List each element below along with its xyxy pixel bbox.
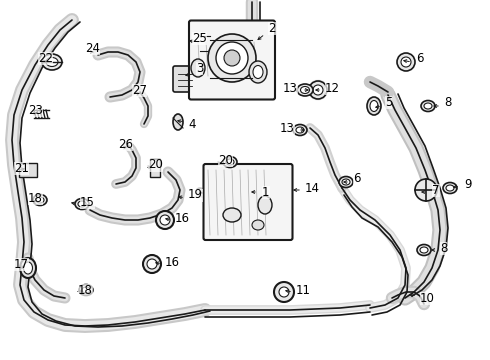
Ellipse shape (33, 194, 47, 206)
Text: 8: 8 (440, 242, 447, 255)
Text: 19: 19 (188, 189, 203, 202)
Text: 4: 4 (188, 117, 196, 130)
Circle shape (156, 211, 174, 229)
Ellipse shape (424, 103, 432, 109)
Ellipse shape (367, 97, 381, 115)
Ellipse shape (20, 258, 36, 278)
Ellipse shape (24, 262, 32, 274)
Ellipse shape (173, 114, 183, 130)
Ellipse shape (293, 125, 307, 135)
Text: 12: 12 (325, 81, 340, 94)
Text: 27: 27 (132, 84, 147, 96)
Text: 13: 13 (280, 122, 295, 135)
Ellipse shape (223, 208, 241, 222)
Ellipse shape (296, 127, 304, 133)
Text: 18: 18 (28, 192, 43, 204)
Text: 21: 21 (14, 162, 29, 175)
Text: 23: 23 (28, 104, 43, 117)
FancyBboxPatch shape (189, 21, 275, 99)
Ellipse shape (253, 66, 263, 78)
Text: 9: 9 (464, 179, 471, 192)
Circle shape (313, 85, 323, 95)
Text: 20: 20 (218, 153, 233, 166)
Text: 7: 7 (432, 184, 440, 197)
Text: 17: 17 (14, 257, 29, 270)
Ellipse shape (249, 61, 267, 83)
Ellipse shape (443, 183, 457, 194)
Circle shape (147, 259, 157, 269)
Ellipse shape (297, 84, 313, 96)
Ellipse shape (75, 198, 89, 210)
Text: 6: 6 (416, 51, 423, 64)
Text: 20: 20 (148, 158, 163, 171)
Ellipse shape (79, 284, 93, 296)
Text: 10: 10 (420, 292, 435, 305)
Text: 15: 15 (80, 195, 95, 208)
Ellipse shape (226, 159, 234, 165)
Circle shape (401, 57, 411, 67)
Circle shape (415, 179, 437, 201)
Ellipse shape (46, 58, 58, 67)
Ellipse shape (252, 220, 264, 230)
Ellipse shape (370, 100, 378, 112)
Circle shape (274, 282, 294, 302)
Ellipse shape (421, 100, 435, 112)
Text: 25: 25 (192, 31, 207, 45)
Ellipse shape (446, 185, 454, 191)
FancyBboxPatch shape (173, 66, 197, 92)
Circle shape (397, 53, 415, 71)
Circle shape (279, 287, 289, 297)
Ellipse shape (223, 157, 237, 167)
Text: 16: 16 (175, 211, 190, 225)
Circle shape (143, 255, 161, 273)
Text: 11: 11 (296, 284, 311, 297)
Text: 2: 2 (268, 22, 275, 35)
Ellipse shape (420, 247, 428, 253)
Circle shape (224, 50, 240, 66)
Text: 5: 5 (385, 95, 392, 108)
Text: 24: 24 (85, 41, 100, 54)
Text: 6: 6 (353, 171, 361, 184)
Ellipse shape (339, 176, 353, 188)
Text: 18: 18 (78, 284, 93, 297)
Text: 1: 1 (262, 185, 270, 198)
Ellipse shape (300, 86, 310, 94)
Ellipse shape (417, 244, 431, 256)
Text: 13: 13 (283, 81, 298, 94)
Ellipse shape (36, 197, 44, 203)
Bar (19, 163, 37, 177)
FancyBboxPatch shape (193, 35, 218, 53)
Text: 14: 14 (305, 181, 320, 194)
Ellipse shape (42, 54, 62, 70)
Text: 26: 26 (118, 138, 133, 150)
Circle shape (160, 215, 170, 225)
Ellipse shape (191, 59, 205, 77)
Text: 22: 22 (38, 51, 53, 64)
Circle shape (216, 42, 248, 74)
Ellipse shape (78, 201, 86, 207)
Bar (150, 159, 160, 177)
Ellipse shape (82, 287, 90, 293)
Circle shape (208, 34, 256, 82)
Text: 16: 16 (165, 256, 180, 269)
Text: 3: 3 (196, 62, 203, 75)
FancyBboxPatch shape (203, 164, 293, 240)
Text: 8: 8 (444, 95, 451, 108)
Ellipse shape (342, 179, 350, 185)
Ellipse shape (258, 196, 272, 214)
Circle shape (309, 81, 327, 99)
